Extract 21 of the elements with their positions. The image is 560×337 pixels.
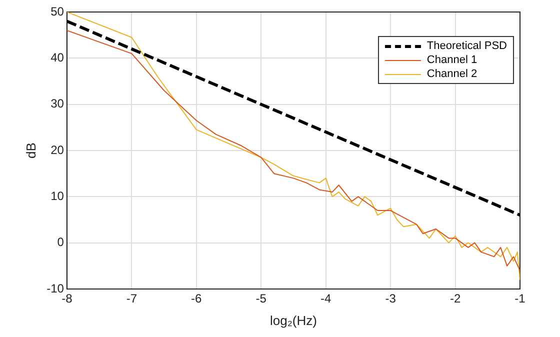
y-tick-label: 20 xyxy=(50,142,64,157)
y-tick-label: 30 xyxy=(50,96,64,111)
line-series xyxy=(66,20,520,217)
x-axis-title: log₂(Hz) xyxy=(270,312,317,328)
y-tick-label: 50 xyxy=(50,4,64,18)
x-tick-label: -1 xyxy=(514,292,526,306)
legend-label: Theoretical PSD xyxy=(426,40,507,52)
y-tick-label: 0 xyxy=(57,235,64,250)
x-tick-label: -8 xyxy=(62,292,73,306)
legend-label: Channel 2 xyxy=(426,68,478,80)
y-axis-title: dB xyxy=(23,142,38,158)
x-tick-label: -7 xyxy=(126,292,138,306)
x-tick-label: -3 xyxy=(385,292,396,306)
x-tick-label: -4 xyxy=(320,292,332,306)
x-tick-label: -5 xyxy=(256,292,267,306)
x-tick-label: -6 xyxy=(191,292,202,306)
y-tick-label: 40 xyxy=(50,50,64,64)
legend-label: Channel 1 xyxy=(426,54,478,66)
x-tick-label: -2 xyxy=(450,292,461,306)
y-tick-label: 10 xyxy=(50,188,64,203)
y-tick-label: -10 xyxy=(46,281,64,296)
